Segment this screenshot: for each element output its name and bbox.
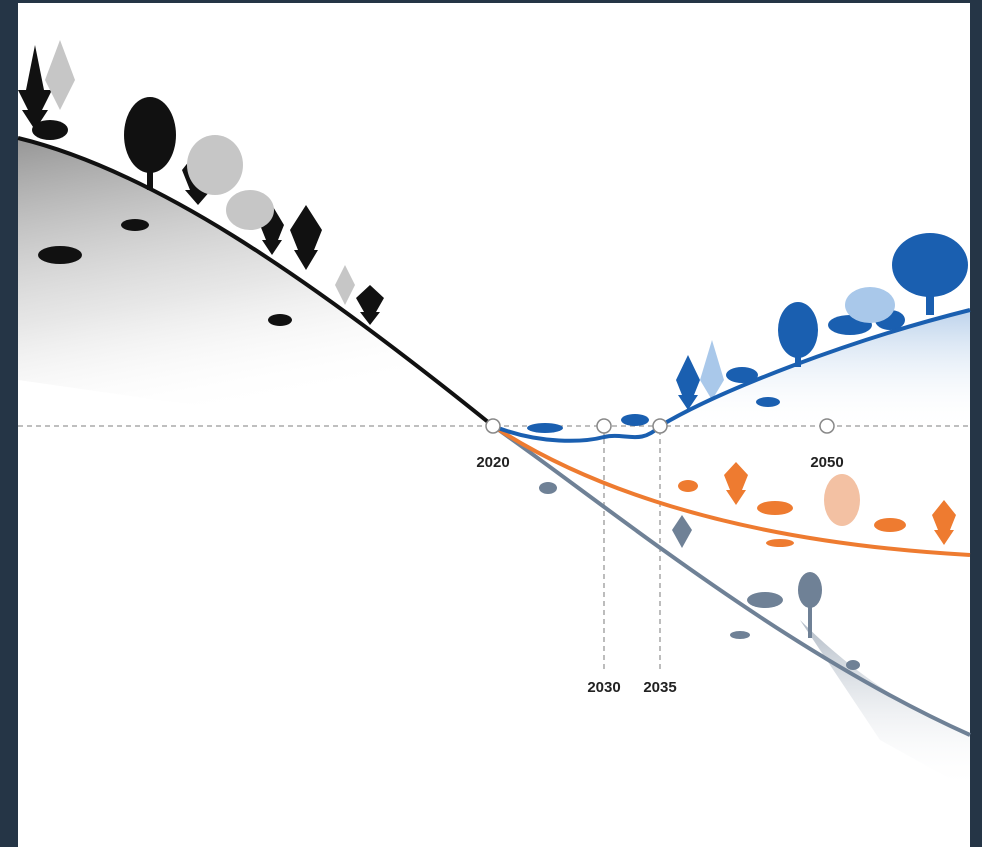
recovery-silhouettes: [527, 233, 968, 433]
year-label: 2030: [587, 679, 620, 696]
forest-silhouettes-light: [45, 40, 355, 305]
decline-shade: [800, 620, 970, 790]
milestone-2020: [485, 418, 501, 434]
loss-shade: [18, 138, 493, 426]
loss-curve: [17, 136, 495, 428]
recovery-silhouettes-light: [700, 287, 895, 400]
middle-silhouettes-light: [824, 474, 860, 526]
year-label: 2050: [810, 454, 843, 471]
milestones: [485, 418, 835, 434]
decline-silhouettes: [539, 482, 860, 670]
milestone-2035: [652, 418, 668, 434]
middle-silhouettes: [678, 462, 956, 547]
year-label: 2035: [643, 679, 676, 696]
milestone-2050: [819, 418, 835, 434]
milestone-2030: [596, 418, 612, 434]
year-label: 2020: [476, 454, 509, 471]
decline-curve: [491, 424, 971, 737]
recovery-shade: [660, 310, 970, 430]
middle-curve: [491, 424, 971, 557]
